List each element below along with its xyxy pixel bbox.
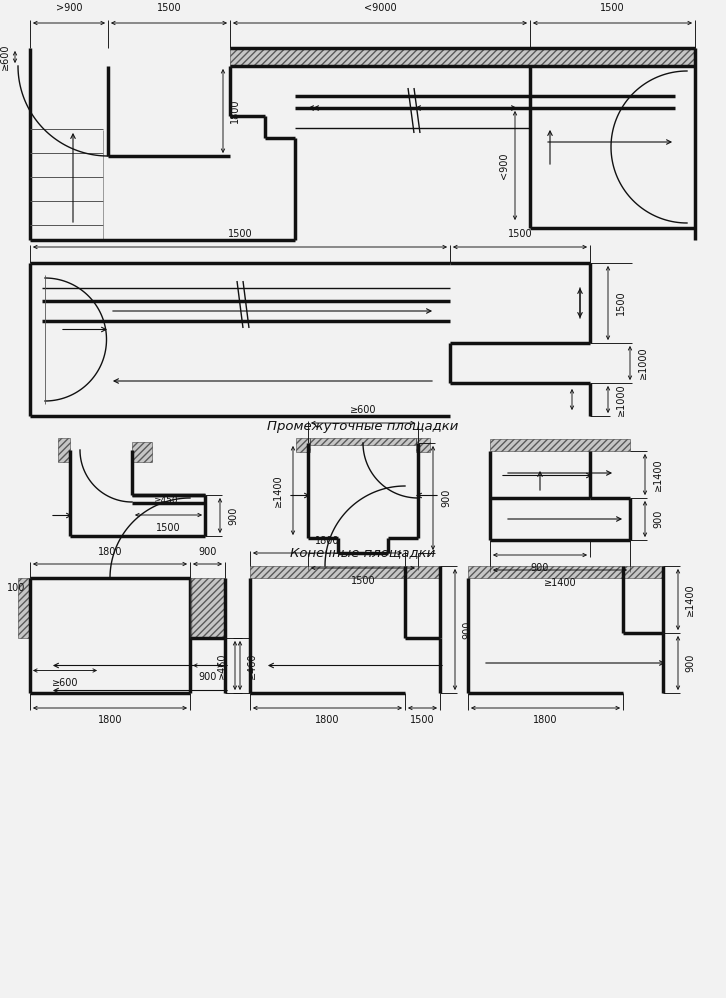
Text: ≥460: ≥460	[217, 653, 227, 679]
Text: 1800: 1800	[230, 99, 240, 123]
Bar	[190, 578, 225, 638]
Text: ≥1000: ≥1000	[616, 383, 626, 416]
Text: 1500: 1500	[507, 229, 532, 239]
Bar	[416, 438, 430, 452]
Text: 1500: 1500	[351, 576, 375, 586]
Text: 1500: 1500	[157, 3, 182, 13]
Text: 1800: 1800	[98, 547, 122, 557]
Bar	[310, 438, 416, 445]
Text: 900: 900	[198, 673, 216, 683]
Text: 900: 900	[531, 563, 549, 573]
Bar	[250, 566, 440, 578]
Text: 900: 900	[462, 621, 472, 639]
Bar	[132, 442, 152, 462]
Text: 900: 900	[198, 547, 216, 557]
Text: ≥600: ≥600	[350, 405, 376, 415]
Bar	[490, 439, 630, 451]
Text: ≥1400: ≥1400	[653, 458, 663, 491]
Text: ≥460: ≥460	[247, 653, 257, 679]
Text: 1500: 1500	[616, 290, 626, 315]
Bar	[468, 566, 663, 578]
Text: 1800: 1800	[534, 715, 558, 725]
Bar	[230, 48, 695, 66]
Text: Конечные площадки: Конечные площадки	[290, 547, 436, 560]
Text: ≥600: ≥600	[0, 44, 10, 70]
Bar	[18, 578, 30, 638]
Text: 900: 900	[685, 654, 695, 673]
Text: ≥1400: ≥1400	[685, 583, 695, 616]
Text: 1500: 1500	[156, 523, 181, 533]
Text: 100: 100	[7, 583, 25, 593]
Text: 900: 900	[653, 510, 663, 528]
Text: ≥600: ≥600	[52, 678, 78, 688]
Text: 900: 900	[228, 506, 238, 525]
Text: ≥1400: ≥1400	[544, 578, 576, 588]
Text: ≥1400: ≥1400	[273, 474, 283, 507]
Bar	[58, 438, 70, 462]
Text: 1800: 1800	[315, 715, 340, 725]
Text: ≥450: ≥450	[152, 496, 177, 505]
Text: 1500: 1500	[410, 715, 435, 725]
Text: >900: >900	[56, 3, 82, 13]
Text: <900: <900	[499, 153, 509, 179]
Bar	[296, 438, 310, 452]
Text: 1500: 1500	[228, 229, 253, 239]
Text: Промежуточные площадки: Промежуточные площадки	[267, 419, 459, 432]
Text: <9000: <9000	[364, 3, 396, 13]
Text: 1800: 1800	[315, 536, 340, 546]
Text: 1800: 1800	[98, 715, 122, 725]
Text: 900: 900	[441, 489, 451, 507]
Text: 1500: 1500	[600, 3, 625, 13]
Text: ≥1000: ≥1000	[638, 346, 648, 379]
